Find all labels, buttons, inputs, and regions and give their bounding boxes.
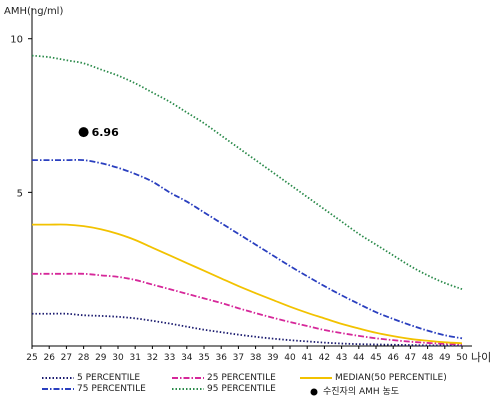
legend-label-patient-amh: 수진자의 AMH 농도 <box>323 387 400 397</box>
legend-item-75-percentile: 75 PERCENTILE <box>42 384 146 394</box>
x-tick-label: 34 <box>181 353 193 363</box>
x-tick-label: 30 <box>112 353 124 363</box>
patient-amh-label: 6.96 <box>92 126 119 139</box>
x-tick-label: 37 <box>233 353 244 363</box>
x-tick-label: 36 <box>215 353 227 363</box>
x-tick-label: 42 <box>319 353 330 363</box>
legend-label-25-percentile: 25 PERCENTILE <box>207 373 276 383</box>
x-tick-label: 49 <box>439 353 451 363</box>
x-tick-label: 44 <box>353 353 365 363</box>
x-tick-label: 29 <box>95 353 107 363</box>
legend-item-median: MEDIAN(50 PERCENTILE) <box>300 373 447 383</box>
series-line-75-percentile <box>31 158 463 340</box>
x-tick-label: 31 <box>129 353 140 363</box>
x-tick-label: 32 <box>147 353 158 363</box>
y-tick-label: 10 <box>10 35 23 46</box>
x-tick-label: 33 <box>164 353 175 363</box>
x-tick-label: 48 <box>422 353 434 363</box>
x-tick-label: 38 <box>250 353 262 363</box>
x-axis-label: 나이 <box>471 351 491 364</box>
x-tick-label: 45 <box>370 353 381 363</box>
y-axis-label: AMH(ng/ml) <box>4 6 63 17</box>
x-tick-label: 40 <box>284 353 296 363</box>
x-tick-label: 25 <box>26 353 37 363</box>
x-tick-label: 39 <box>267 353 279 363</box>
x-tick-label: 50 <box>456 353 468 363</box>
patient-amh-point <box>78 127 89 138</box>
legend-item-5-percentile: 5 PERCENTILE <box>42 373 140 383</box>
legend-label-75-percentile: 75 PERCENTILE <box>77 384 146 394</box>
series-line-median-50-percentile <box>32 223 463 345</box>
legend-item-95-percentile: 95 PERCENTILE <box>172 384 276 394</box>
series-line-95-percentile <box>31 54 463 291</box>
x-tick-label: 47 <box>405 353 416 363</box>
legend-label-median: MEDIAN(50 PERCENTILE) <box>335 373 447 383</box>
legend-label-95-percentile: 95 PERCENTILE <box>207 384 276 394</box>
legend-label-5-percentile: 5 PERCENTILE <box>77 373 141 383</box>
x-tick-label: 41 <box>301 353 312 363</box>
x-tick-label: 27 <box>61 353 72 363</box>
x-tick-label: 28 <box>78 353 90 363</box>
x-tick-label: 35 <box>198 353 209 363</box>
y-tick-label: 5 <box>17 188 23 199</box>
legend-item-25-percentile: 25 PERCENTILE <box>172 373 276 383</box>
series-line-5-percentile <box>32 312 462 347</box>
x-tick-label: 46 <box>387 353 399 363</box>
x-tick-label: 26 <box>43 353 55 363</box>
series-line-25-percentile <box>32 272 463 346</box>
x-tick-label: 43 <box>336 353 347 363</box>
legend-item-patient-amh: 수진자의 AMH 농도 <box>310 384 399 397</box>
